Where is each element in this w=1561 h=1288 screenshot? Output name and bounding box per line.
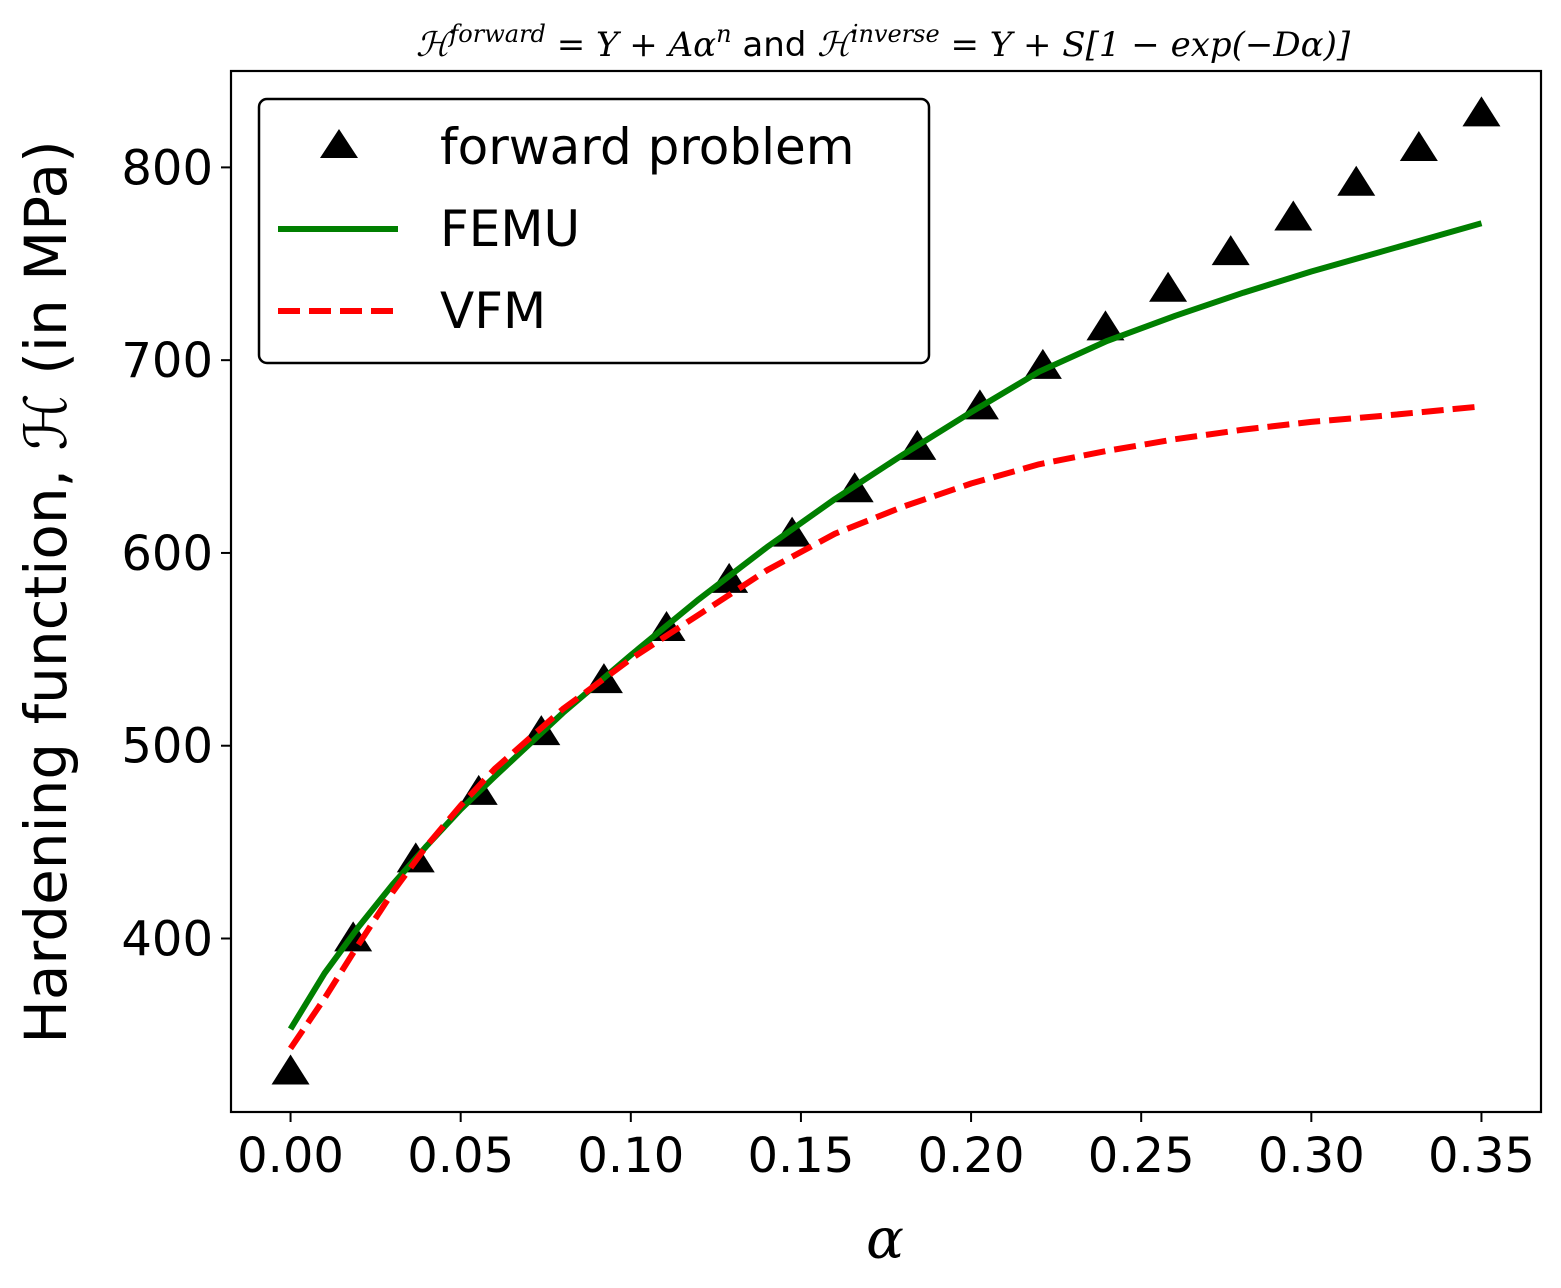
- legend: forward problem FEMU VFM: [257, 97, 931, 365]
- y-tick-label: 500: [121, 719, 213, 775]
- legend-label-femu: FEMU: [440, 200, 580, 258]
- title-mid: and: [732, 25, 818, 65]
- y-tick-label: 800: [121, 140, 213, 196]
- data-point-forward-problem: [1086, 310, 1125, 341]
- x-tick-label: 0.05: [407, 1128, 514, 1184]
- y-tick-label: 600: [121, 526, 213, 582]
- title-sup2: n: [716, 20, 731, 48]
- x-tick-label: 0.20: [918, 1128, 1025, 1184]
- data-point-forward-problem: [1337, 165, 1376, 196]
- x-tick-label: 0.15: [747, 1128, 854, 1184]
- data-point-forward-problem: [1211, 235, 1250, 266]
- legend-marker-forward: [320, 129, 358, 158]
- series-line-femu: [287, 220, 1483, 1031]
- title-sup3: inverse: [851, 20, 940, 48]
- title-h2: ℋ: [817, 25, 856, 65]
- y-tick-label: 700: [121, 333, 213, 389]
- title-h1: ℋ: [416, 25, 455, 65]
- y-tick-label: 400: [121, 912, 213, 968]
- legend-box: [257, 97, 931, 365]
- title-eq2: = Y + S[1 − exp(−Dα)]: [940, 25, 1351, 65]
- chart-title: ℋforward = Y + Aαn and ℋinverse = Y + S[…: [416, 20, 1351, 65]
- series-layer: [271, 96, 1501, 1085]
- data-point-forward-problem: [271, 1054, 310, 1085]
- x-tick-label: 0.25: [1088, 1128, 1195, 1184]
- x-tick-label: 0.00: [237, 1128, 344, 1184]
- data-point-forward-problem: [1023, 348, 1062, 379]
- y-axis-label: Hardening function, ℋ (in MPa): [12, 140, 80, 1043]
- data-point-forward-problem: [1274, 200, 1313, 231]
- data-point-forward-problem: [1462, 96, 1501, 127]
- legend-label-vfm: VFM: [440, 282, 546, 340]
- x-tick-label: 0.35: [1428, 1128, 1535, 1184]
- legend-label-forward: forward problem: [440, 118, 854, 176]
- data-point-forward-problem: [1149, 271, 1188, 302]
- axes-layer: 0.00 0.05 0.10 0.15 0.20 0.25 0.30 0.35 400 500 60…: [121, 69, 1543, 1184]
- x-tick-label: 0.10: [577, 1128, 684, 1184]
- series-line-vfm: [288, 403, 1482, 1051]
- title-sup1: forward: [447, 20, 546, 48]
- x-axis-label: α: [866, 1207, 904, 1272]
- data-point-forward-problem: [1399, 131, 1438, 162]
- title-eq1: = Y + Aα: [546, 25, 716, 65]
- x-tick-label: 0.30: [1258, 1128, 1365, 1184]
- plot-frame: [229, 69, 1543, 1114]
